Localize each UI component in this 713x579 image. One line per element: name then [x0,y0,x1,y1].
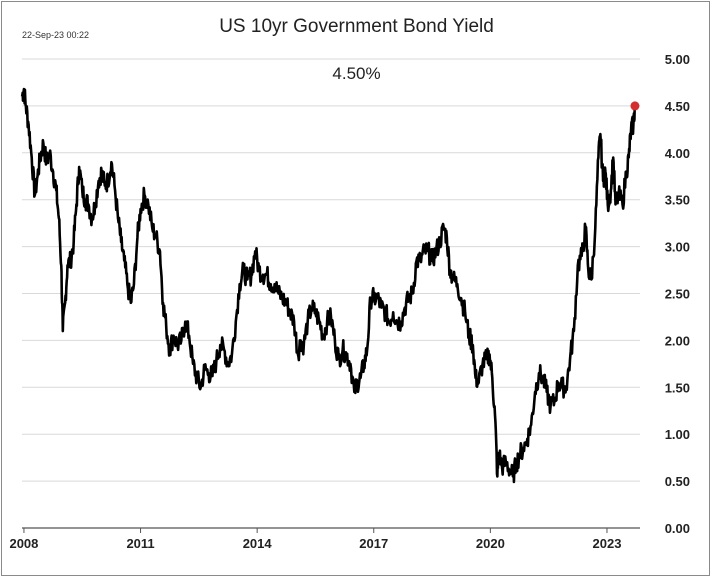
x-axis [22,527,640,533]
y-tick-label: 3.50 [665,193,690,208]
y-axis-tick-labels: 0.00 0.50 1.00 1.50 2.00 2.50 3.00 3.50 4.00 4.50… [665,52,690,536]
gridlines [22,58,640,482]
y-tick-label: 4.50 [665,99,690,114]
y-tick-label: 3.00 [665,240,690,255]
x-tick-label: 2011 [126,536,154,551]
x-tick-label: 2014 [243,536,273,551]
x-tick-label: 2020 [476,536,505,551]
y-tick-label: 4.00 [665,146,690,161]
y-tick-label: 1.50 [665,380,690,395]
y-tick-label: 5.00 [665,52,690,67]
x-axis-tick-labels: 2008 2011 2014 2017 2020 2023 [9,536,621,551]
current-yield-value: 4.50% [332,64,381,83]
latest-value-marker-layer [630,101,640,111]
x-tick-label: 2017 [359,536,388,551]
series-layer [20,87,637,484]
y-tick-label: 2.00 [665,333,690,348]
y-tick-label: 0.50 [665,474,690,489]
latest-value-marker [630,101,640,111]
chart-title: US 10yr Government Bond Yield [219,16,494,37]
x-tick-label: 2023 [593,536,622,551]
y-tick-label: 2.50 [665,287,690,302]
timestamp: 22-Sep-23 00:22 [22,30,90,40]
x-tick-label: 2008 [9,536,38,551]
y-tick-label: 0.00 [665,521,690,536]
y-tick-label: 1.00 [665,427,690,442]
yield-series-line [20,87,637,484]
